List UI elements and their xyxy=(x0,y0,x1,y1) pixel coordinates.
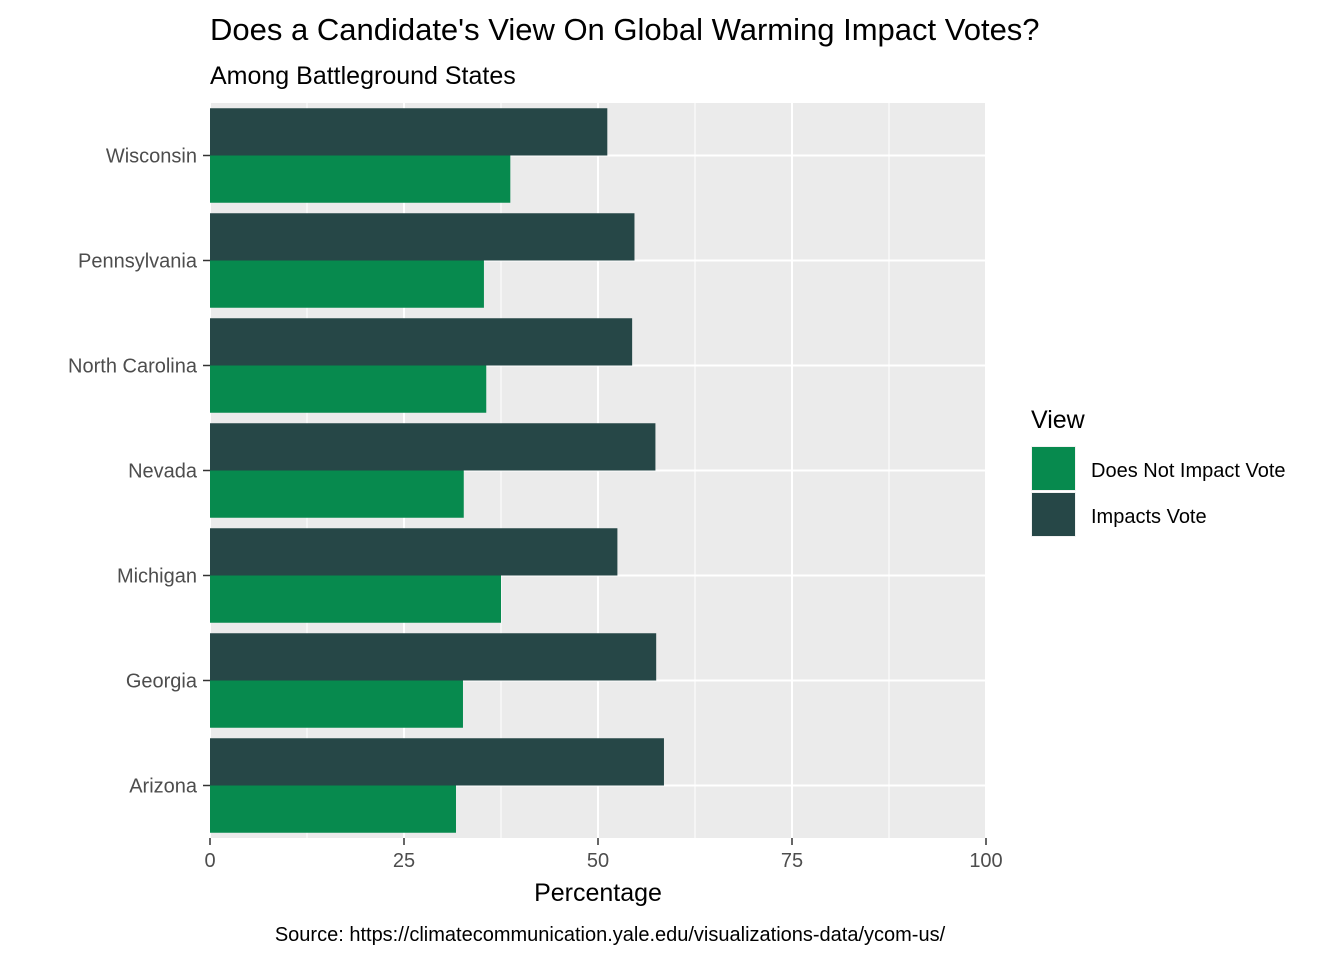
y-tick-label: Michigan xyxy=(117,566,197,588)
x-tick-label: 100 xyxy=(969,850,1002,872)
legend-label: Does Not Impact Vote xyxy=(1091,460,1286,482)
chart-caption: Source: https://climatecommunication.yal… xyxy=(275,924,946,946)
bar-wisconsin-does-not-impact-vote xyxy=(210,155,511,203)
chart-subtitle: Among Battleground States xyxy=(210,62,516,90)
bar-michigan-does-not-impact-vote xyxy=(210,575,501,623)
y-tick-label: Nevada xyxy=(128,461,198,483)
y-tick-label: Georgia xyxy=(126,671,198,693)
bar-nevada-impacts-vote xyxy=(210,423,656,471)
y-axis: Wisconsin Pennsylvania North Carolina Nevad… xyxy=(68,146,210,798)
y-tick-label: Pennsylvania xyxy=(78,251,198,273)
x-axis: 0 25 50 75 100 xyxy=(204,838,1003,872)
bar-pennsylvania-impacts-vote xyxy=(210,213,635,261)
bar-arizona-impacts-vote xyxy=(210,738,664,786)
bar-pennsylvania-does-not-impact-vote xyxy=(210,260,484,308)
bar-north-carolina-impacts-vote xyxy=(210,318,633,366)
x-tick-label: 50 xyxy=(587,850,609,872)
bar-michigan-impacts-vote xyxy=(210,528,618,576)
bar-wisconsin-impacts-vote xyxy=(210,108,608,156)
x-tick-label: 0 xyxy=(204,850,215,872)
legend-label: Impacts Vote xyxy=(1091,506,1207,528)
bar-arizona-does-not-impact-vote xyxy=(210,785,456,833)
y-tick-label: Arizona xyxy=(129,776,198,798)
y-tick-label: Wisconsin xyxy=(106,146,197,168)
bar-georgia-does-not-impact-vote xyxy=(210,680,463,728)
bar-georgia-impacts-vote xyxy=(210,633,657,681)
chart-title: Does a Candidate's View On Global Warmin… xyxy=(210,12,1040,47)
bars-group xyxy=(210,108,664,833)
legend-swatch xyxy=(1032,447,1075,490)
legend: View Does Not Impact Vote Impacts Vote xyxy=(1031,406,1286,537)
bar-north-carolina-does-not-impact-vote xyxy=(210,365,487,413)
legend-title: View xyxy=(1031,406,1086,434)
x-tick-label: 75 xyxy=(781,850,803,872)
legend-swatch xyxy=(1032,493,1075,536)
x-tick-label: 25 xyxy=(393,850,415,872)
y-tick-label: North Carolina xyxy=(68,356,198,378)
x-axis-title: Percentage xyxy=(534,879,662,907)
bar-nevada-does-not-impact-vote xyxy=(210,470,464,518)
